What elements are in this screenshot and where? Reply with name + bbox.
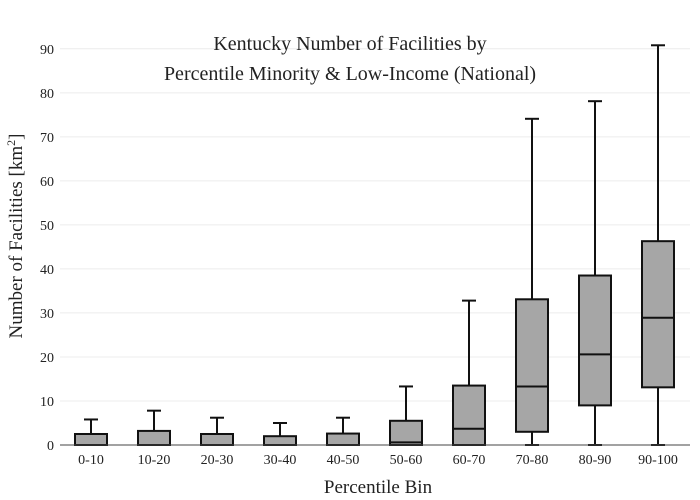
y-tick-label: 10 bbox=[40, 395, 54, 410]
y-tick-label: 80 bbox=[40, 87, 54, 102]
y-tick-label: 0 bbox=[47, 439, 54, 454]
y-axis-label-end: ] bbox=[6, 134, 27, 140]
box-60-70 bbox=[452, 299, 486, 446]
box-20-30 bbox=[200, 416, 234, 447]
box-30-40 bbox=[263, 421, 297, 446]
box-90-100 bbox=[641, 44, 675, 446]
x-tick-label: 10-20 bbox=[138, 453, 171, 468]
box-80-90 bbox=[578, 100, 612, 446]
box-iqr bbox=[74, 432, 108, 447]
y-tick-label: 30 bbox=[40, 307, 54, 322]
y-tick-label: 20 bbox=[40, 351, 54, 366]
y-tick-label: 60 bbox=[40, 175, 54, 190]
y-tick-label: 70 bbox=[40, 131, 54, 146]
box-iqr bbox=[578, 274, 612, 407]
box-0-10 bbox=[74, 418, 108, 447]
x-tick-label: 90-100 bbox=[638, 453, 678, 468]
box-iqr bbox=[263, 435, 297, 446]
box-iqr bbox=[389, 419, 423, 447]
y-axis-label: Number of Facilities [km2] bbox=[4, 134, 27, 339]
y-tick-label: 50 bbox=[40, 219, 54, 234]
x-tick-label: 30-40 bbox=[264, 453, 297, 468]
box-iqr bbox=[452, 384, 486, 446]
x-axis-label: Percentile Bin bbox=[324, 477, 433, 498]
y-tick-label: 40 bbox=[40, 263, 54, 278]
x-tick-label: 0-10 bbox=[78, 453, 104, 468]
x-tick-labels: 0-10 10-20 20-30 30-40 40-50 50-60 60-70 70-80 8… bbox=[78, 453, 678, 468]
y-axis-label-main: Number of Facilities [km bbox=[6, 146, 27, 339]
chart-title-line-1: Kentucky Number of Facilities by bbox=[213, 33, 486, 55]
x-tick-label: 70-80 bbox=[516, 453, 549, 468]
box-10-20 bbox=[137, 409, 171, 447]
y-tick-labels: 0 10 20 30 40 50 60 70 80 90 bbox=[40, 43, 54, 454]
box-iqr bbox=[200, 432, 234, 447]
y-axis-label-superscript: 2 bbox=[4, 140, 18, 146]
x-tick-label: 40-50 bbox=[327, 453, 360, 468]
box-50-60 bbox=[389, 385, 423, 447]
box-iqr bbox=[326, 432, 360, 447]
y-tick-label: 90 bbox=[40, 43, 54, 58]
box-70-80 bbox=[515, 117, 549, 446]
x-tick-label: 60-70 bbox=[453, 453, 486, 468]
box-iqr bbox=[515, 298, 549, 433]
gridlines bbox=[60, 48, 690, 402]
box-40-50 bbox=[326, 416, 360, 447]
box-iqr bbox=[137, 429, 171, 447]
x-tick-label: 80-90 bbox=[579, 453, 612, 468]
x-tick-label: 50-60 bbox=[390, 453, 423, 468]
box-iqr bbox=[641, 240, 675, 389]
x-tick-label: 20-30 bbox=[201, 453, 234, 468]
box-series bbox=[74, 44, 675, 447]
chart-title-line-2: Percentile Minority & Low-Income (Nation… bbox=[164, 63, 536, 85]
